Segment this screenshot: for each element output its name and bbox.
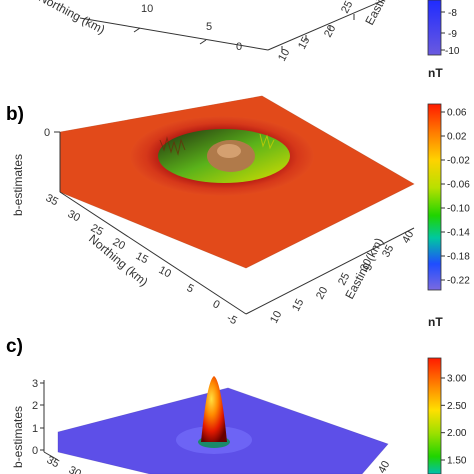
panel-b-cbar-tick: 0.02 [447,132,467,143]
panel-b-cbar-tick: -0.06 [447,180,470,191]
panel-a-xtick: 15 [296,35,312,51]
panel-b-xticks: 10 15 20 25 30 35 40 [268,229,416,325]
panel-b-ztick: 0 [44,127,50,139]
panel-c-ztick: 2 [32,400,38,412]
panel-a-cbar-unit: nT [428,66,443,80]
panel-c-cbar-tick: 1.50 [447,456,467,467]
panel-b-ytick: 15 [134,250,150,266]
panel-c-label: c) [6,336,23,357]
panel-a-xlabel: Easting (km) [362,0,406,27]
panel-c-zlabel: b-estimates [11,406,25,468]
panel-c-ytick: 35 [45,454,61,470]
panel-b-ytick: 5 [185,282,196,295]
panel-c-cbar-tick: 3.00 [447,374,467,385]
panel-b: b) b-estimates 0 35 30 25 20 15 10 [6,95,470,329]
panel-b-cbar-tick: -0.02 [447,156,470,167]
panel-c-surface [57,376,389,474]
panel-a-cbar-tick: -9 [448,29,457,40]
panel-c-axes [40,380,59,461]
panel-a-colorbar: -8 -9 -10 nT [427,0,460,80]
panel-b-cbar-unit: nT [428,315,443,329]
panel-c-xtick: 40 [376,459,392,474]
panel-b-ytick: 35 [44,192,60,208]
panel-c-colorbar: 3.00 2.50 2.00 1.50 [427,357,467,474]
panel-a-xtick: 10 [276,47,292,63]
panel-b-ytick: -5 [225,312,239,327]
panel-b-surface [59,95,415,269]
panel-b-yticks: 35 30 25 20 15 10 5 0 -5 [44,192,239,327]
panel-b-colorbar: 0.06 0.02 -0.02 -0.06 -0.10 -0.14 -0.18 -0.22 n… [427,103,470,329]
panel-b-xtick: 25 [336,271,352,287]
panel-b-cbar-tick: -0.22 [447,276,470,287]
panel-c-ztick: 1 [32,423,38,435]
panel-b-zlabel: b-estimates [11,154,25,216]
panel-b-xtick: 30 [358,257,374,273]
panel-c-ztick: 3 [32,378,38,390]
panel-a-ytick: 5 [206,21,212,33]
panel-b-xtick: 20 [314,285,330,301]
panel-b-label: b) [6,104,24,125]
panel-b-xlabel: Easting (km) [342,235,386,301]
panel-b-cbar-tick: -0.14 [447,228,470,239]
panel-b-ytick: 0 [211,298,222,311]
panel-c-ytick: 30 [67,464,83,474]
panel-b-cbar-tick: -0.18 [447,252,470,263]
panel-a-cbar-tick: -8 [448,8,457,19]
panel-b-xtick: 35 [380,243,396,259]
panel-a: Northing (km) 10 5 0 10 15 20 25 Easting… [37,0,460,80]
panel-a-axes [79,0,385,52]
panel-a-xtick: 20 [322,23,338,39]
panel-a-ytick: 10 [141,3,153,15]
panel-b-xtick: 40 [400,229,416,245]
panel-a-ytick: 0 [236,41,242,53]
panel-b-ytick: 20 [111,236,127,252]
panel-a-ylabel: Northing (km) [37,0,108,37]
panel-b-ytick: 25 [89,222,105,238]
panel-b-cbar-tick: 0.06 [447,108,467,119]
panel-b-ytick: 10 [157,264,173,280]
panel-a-cbar-tick: -10 [445,46,460,57]
panel-c: c) b-estimates 3 2 1 0 35 30 40 3.00 2.50… [6,336,467,474]
panel-c-cbar-tick: 2.50 [447,401,467,412]
panel-b-cbar-tick: -0.10 [447,204,470,215]
panel-a-xtick: 25 [339,0,355,15]
panel-c-cbar-tick: 2.00 [447,428,467,439]
panel-b-xtick: 10 [268,309,284,325]
panel-c-ztick: 0 [32,445,38,457]
panel-b-axes [54,131,415,315]
panel-b-ytick: 30 [66,208,82,224]
panel-b-xtick: 15 [290,297,306,313]
